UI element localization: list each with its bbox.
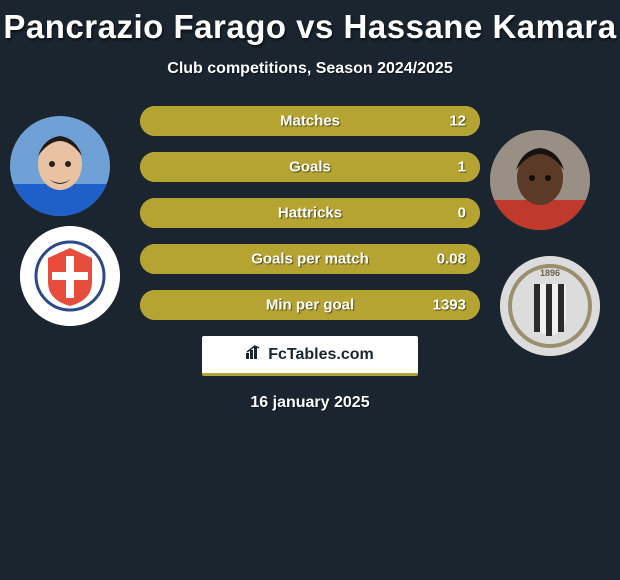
player-right-avatar — [490, 130, 590, 230]
stat-row-matches: Matches 12 — [140, 106, 480, 136]
stat-row-hattricks: Hattricks 0 — [140, 198, 480, 228]
chart-icon — [246, 345, 264, 364]
stat-row-goals: Goals 1 — [140, 152, 480, 182]
stat-value-right: 1393 — [433, 297, 466, 314]
stat-label: Min per goal — [266, 297, 354, 314]
stat-row-gpm: Goals per match 0.08 — [140, 244, 480, 274]
source-label: FcTables.com — [268, 346, 374, 364]
stat-value-right: 0 — [458, 205, 466, 222]
competition-subtitle: Club competitions, Season 2024/2025 — [0, 60, 620, 78]
page-title: Pancrazio Farago vs Hassane Kamara — [0, 0, 620, 46]
stat-value-right: 12 — [449, 113, 466, 130]
stat-label: Hattricks — [278, 205, 342, 222]
club-left-badge — [20, 226, 120, 326]
stat-label: Matches — [280, 113, 340, 130]
stat-value-right: 0.08 — [437, 251, 466, 268]
comparison-panel: 1896 Matches 12 Goals 1 Hattricks 0 Goal… — [0, 106, 620, 412]
stat-row-mpg: Min per goal 1393 — [140, 290, 480, 320]
stat-label: Goals per match — [251, 251, 369, 268]
player-left-avatar — [10, 116, 110, 216]
stat-label: Goals — [289, 159, 331, 176]
svg-text:1896: 1896 — [540, 268, 560, 278]
snapshot-date: 16 january 2025 — [0, 394, 620, 412]
stat-bars: Matches 12 Goals 1 Hattricks 0 Goals per… — [140, 106, 480, 320]
source-badge[interactable]: FcTables.com — [202, 336, 418, 376]
club-right-badge: 1896 — [500, 256, 600, 356]
stat-value-right: 1 — [458, 159, 466, 176]
